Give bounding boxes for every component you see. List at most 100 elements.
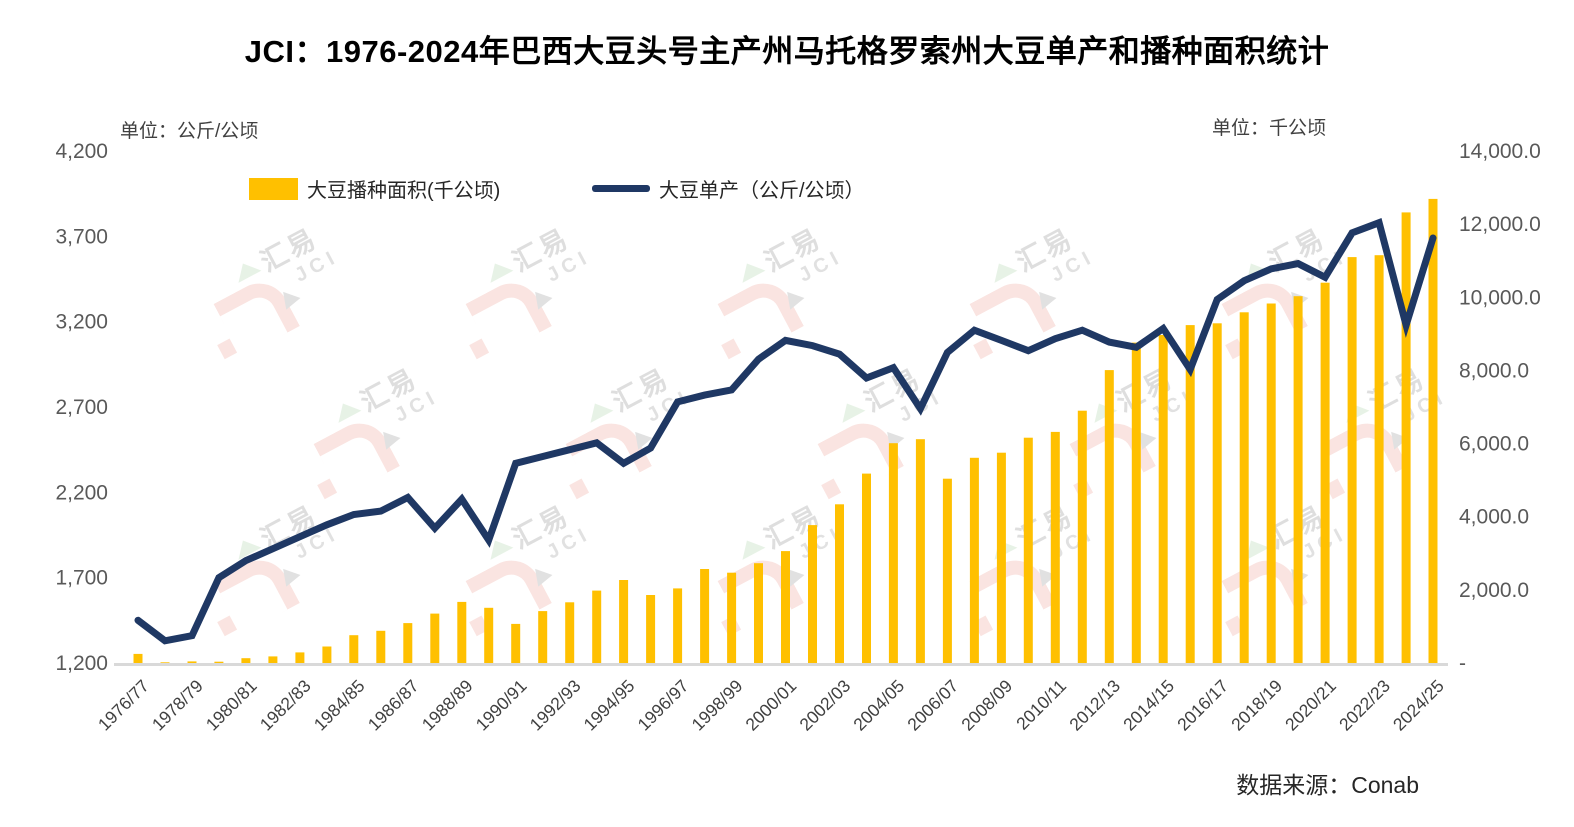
area-bar [888, 443, 898, 663]
x-axis-tick: 1994/95 [580, 676, 639, 735]
x-axis-tick: 1988/89 [418, 676, 477, 735]
x-axis-tick: 1978/79 [148, 676, 207, 735]
x-axis-tick: 1984/85 [310, 676, 369, 735]
area-bar [187, 661, 197, 663]
area-bar [1185, 325, 1195, 663]
left-axis-ticks: 4,200 3,700 3,200 2,700 2,200 1,700 1,200 [55, 140, 108, 675]
area-bar [1023, 437, 1033, 663]
legend: 大豆播种面积(千公顷) 大豆单产（公斤/公顷） [0, 168, 1574, 208]
right-axis-tick: - [1459, 652, 1466, 675]
legend-item-yield: 大豆单产（公斤/公顷） [592, 174, 865, 203]
area-bar [1266, 303, 1276, 663]
x-axis-tick: 2010/11 [1012, 676, 1070, 734]
x-axis-tick: 2000/01 [741, 676, 800, 735]
left-axis-unit-label: 单位：公斤/公顷 [120, 121, 259, 142]
x-axis-tick: 1980/81 [202, 676, 261, 735]
area-bar [1212, 323, 1222, 663]
right-axis-tick: 12,000.0 [1459, 213, 1541, 236]
x-axis-tick: 2006/07 [903, 676, 962, 735]
x-axis-tick: 1986/87 [364, 676, 423, 735]
area-bar [565, 602, 575, 663]
area-bar [1131, 342, 1141, 663]
left-axis-tick: 1,700 [55, 567, 108, 590]
area-bar [942, 478, 952, 663]
x-axis-tick: 2012/13 [1065, 676, 1124, 735]
right-axis-tick: 6,000.0 [1459, 433, 1529, 456]
right-axis-tick: 14,000.0 [1459, 140, 1541, 163]
area-bar [1077, 410, 1087, 663]
area-bar [160, 662, 170, 663]
left-axis-tick: 3,200 [55, 311, 108, 334]
left-axis-tick: 4,200 [55, 140, 108, 163]
x-axis-tick: 1982/83 [256, 676, 315, 735]
x-axis-tick: 1992/93 [526, 676, 585, 735]
left-axis-tick: 2,200 [55, 481, 108, 504]
x-axis-tick: 1990/91 [472, 676, 531, 735]
area-bar [511, 623, 521, 663]
area-bar [781, 551, 790, 663]
yield-series-swatch [592, 185, 650, 192]
x-axis-tick: 2014/15 [1119, 676, 1178, 735]
left-axis-tick: 1,200 [55, 652, 108, 675]
area-bar [1428, 198, 1438, 663]
right-axis-tick: 10,000.0 [1459, 286, 1541, 309]
area-bar [1239, 312, 1249, 663]
area-bar [214, 661, 224, 663]
area-bar [1050, 431, 1060, 663]
area-bar [673, 588, 683, 663]
area-bar [862, 473, 871, 663]
x-axis-tick: 2016/17 [1173, 676, 1232, 735]
x-axis-tick: 2020/21 [1281, 676, 1340, 735]
area-bar [457, 601, 467, 663]
x-axis-tick: 2022/23 [1335, 676, 1394, 735]
area-bar [1293, 296, 1303, 663]
area-bar [592, 590, 602, 663]
area-bar [969, 457, 979, 663]
area-bar [915, 439, 925, 663]
area-bar [241, 658, 251, 663]
right-axis-unit-label: 单位：千公顷 [1212, 118, 1327, 139]
area-series-swatch [249, 177, 298, 200]
right-axis-tick: 8,000.0 [1459, 359, 1529, 382]
yield-series-label: 大豆单产（公斤/公顷） [659, 180, 865, 202]
x-axis-tick: 2024/25 [1389, 676, 1448, 735]
area-bar [727, 572, 737, 663]
area-bar [538, 611, 548, 663]
area-bar [754, 563, 763, 663]
area-bar [403, 623, 413, 663]
yield-line [134, 218, 1437, 645]
area-series-label: 大豆播种面积(千公顷) [307, 180, 501, 202]
x-axis-tick: 2008/09 [957, 676, 1016, 735]
x-axis-tick: 1998/99 [688, 676, 747, 735]
area-bar [835, 504, 844, 663]
x-axis-tick: 2018/19 [1227, 676, 1286, 735]
x-axis-tick: 2002/03 [795, 676, 854, 735]
area-bar [268, 656, 278, 663]
area-bar [322, 646, 332, 663]
right-axis-tick: 4,000.0 [1459, 506, 1529, 529]
area-bar [646, 595, 656, 663]
area-bar [1320, 282, 1330, 663]
area-bars [133, 198, 1438, 663]
legend-item-area: 大豆播种面积(千公顷) [249, 174, 500, 203]
area-bar [1347, 257, 1357, 663]
area-bar [619, 580, 629, 663]
left-axis-tick: 3,700 [55, 225, 108, 248]
area-bar [808, 525, 817, 663]
right-axis-ticks: 14,000.0 12,000.0 10,000.0 8,000.0 6,000.0 4,… [1459, 140, 1541, 675]
chart-title: JCI：1976-2024年巴西大豆头号主产州马托格罗索州大豆单产和播种面积统计 [244, 34, 1330, 69]
area-bar [349, 635, 359, 663]
area-bar [295, 652, 305, 663]
area-bar [1158, 335, 1168, 663]
data-source: 数据来源：Conab [1236, 772, 1419, 798]
area-bar [430, 613, 440, 663]
area-bar [1104, 370, 1114, 663]
area-bar [996, 452, 1006, 663]
area-bar [700, 569, 710, 663]
area-bar [133, 653, 143, 663]
x-axis-ticks: 1976/771978/791980/811982/831984/851986/… [94, 676, 1448, 735]
left-axis-tick: 2,700 [55, 396, 108, 419]
right-axis-tick: 2,000.0 [1459, 579, 1529, 602]
